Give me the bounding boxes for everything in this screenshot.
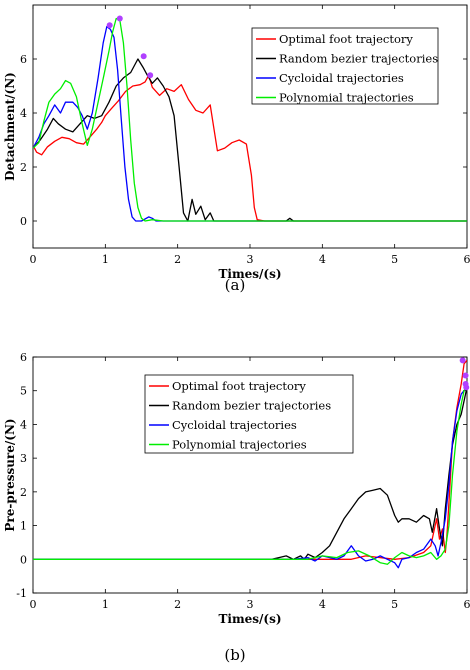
x-tick-label: 6 (464, 253, 470, 266)
peak-marker (462, 372, 469, 379)
chart-b: 0 1 2 3 4 5 6-10123456Times/(s)Pre-pressure/(N… (3, 351, 470, 664)
y-tick-label: 2 (20, 486, 27, 499)
y-tick-label: 6 (20, 53, 27, 66)
series-line-1 (33, 74, 467, 222)
legend-entry: Optimal foot trajectory (279, 32, 413, 46)
y-axis-label: Detachment/(N) (3, 72, 17, 181)
y-tick-label: 5 (20, 385, 27, 398)
legend-entry: Cycloidal trajectories (279, 71, 404, 85)
figure-caption: (a) (225, 276, 246, 294)
legend-entry: Polynomial trajectories (172, 438, 307, 452)
x-tick-label: 1 (102, 598, 109, 611)
legend: Optimal foot trajectory Random bezier tra… (144, 374, 354, 454)
y-tick-label: 0 (20, 553, 27, 566)
x-axis-label: Times/(s) (218, 267, 281, 281)
x-tick-label: 5 (391, 253, 398, 266)
legend: Optimal foot trajectory Random bezier tra… (251, 27, 439, 105)
x-tick-label: 0 (30, 598, 37, 611)
legend-box (251, 27, 439, 105)
y-tick-label: 4 (20, 107, 27, 120)
x-tick-label: 5 (391, 598, 398, 611)
x-tick-label: 3 (247, 598, 254, 611)
x-tick-label: 4 (319, 598, 326, 611)
legend-entry: Polynomial trajectories (279, 91, 414, 105)
y-tick-label: -1 (16, 587, 27, 600)
y-tick-label: 1 (20, 520, 27, 533)
legend-box (144, 374, 354, 454)
series-line-4 (33, 383, 467, 565)
x-tick-label: 6 (464, 598, 470, 611)
x-tick-label: 3 (247, 253, 254, 266)
x-tick-label: 2 (174, 253, 181, 266)
legend-entry: Cycloidal trajectories (172, 418, 297, 432)
peak-marker (463, 384, 470, 391)
x-tick-label: 2 (174, 598, 181, 611)
x-tick-label: 0 (30, 253, 37, 266)
y-tick-label: 3 (20, 452, 27, 465)
peak-marker (106, 22, 113, 29)
legend-entry: Random bezier trajectories (279, 52, 438, 66)
x-tick-label: 4 (319, 253, 326, 266)
series-line-4 (33, 17, 467, 222)
legend-entry: Random bezier trajectories (172, 399, 331, 413)
y-axis-label: Pre-pressure/(N) (3, 418, 17, 531)
peak-marker (459, 357, 466, 364)
legend-entry: Optimal foot trajectory (172, 379, 306, 393)
peak-marker (140, 53, 147, 60)
figure-caption: (b) (224, 646, 245, 664)
chart-a: 0 1 2 3 4 5 6 0 2 4 6 Times/(s) Detachment/(N) Optima… (3, 4, 470, 294)
x-axis-label: Times/(s) (218, 612, 281, 626)
series-line-3 (33, 386, 467, 569)
plot-area (33, 17, 467, 222)
y-tick-label: 2 (20, 161, 27, 174)
peak-marker (116, 15, 123, 22)
y-tick-label: 0 (20, 215, 27, 228)
y-tick-label: 4 (20, 418, 27, 431)
y-tick-label: 6 (20, 351, 27, 364)
x-tick-label: 1 (102, 253, 109, 266)
peak-marker (147, 72, 154, 79)
plot-area (33, 359, 467, 569)
